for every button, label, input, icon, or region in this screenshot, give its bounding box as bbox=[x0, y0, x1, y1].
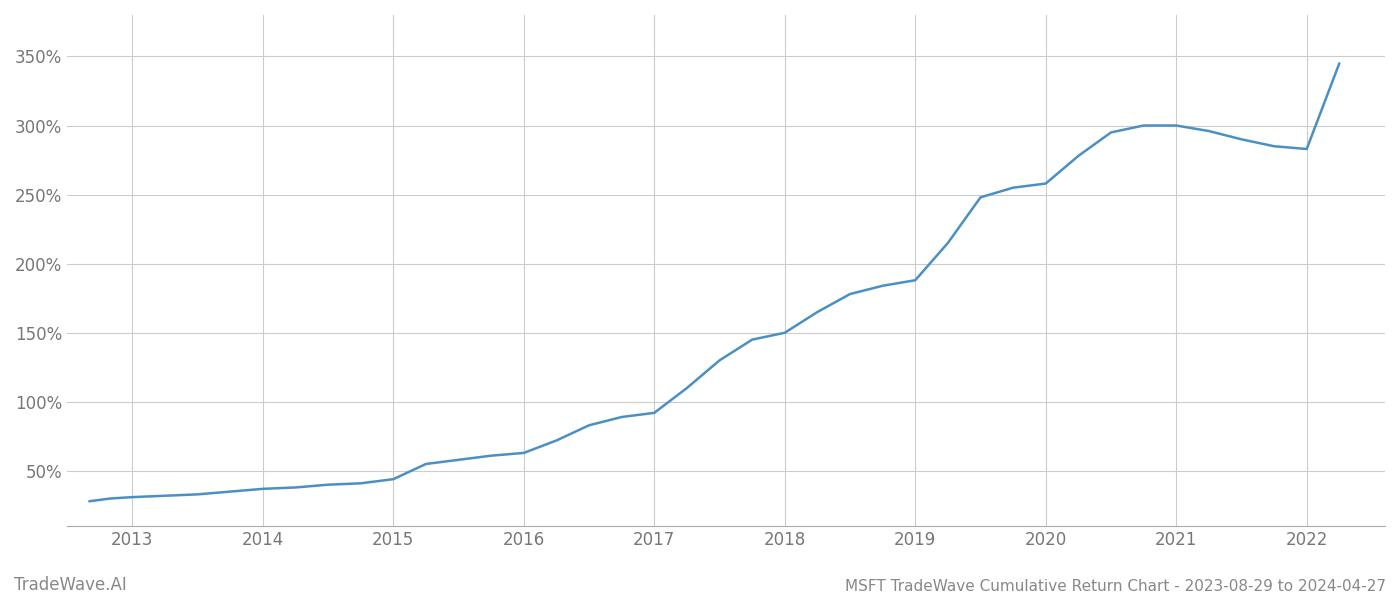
Text: TradeWave.AI: TradeWave.AI bbox=[14, 576, 127, 594]
Text: MSFT TradeWave Cumulative Return Chart - 2023-08-29 to 2024-04-27: MSFT TradeWave Cumulative Return Chart -… bbox=[846, 579, 1386, 594]
